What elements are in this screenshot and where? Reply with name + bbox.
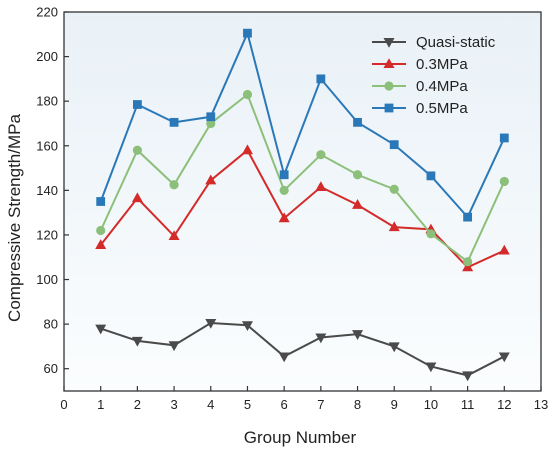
plot-frame: [63, 11, 542, 392]
legend-label: 0.3MPa: [416, 56, 468, 73]
legend-label: 0.5MPa: [416, 100, 468, 117]
data-point: [278, 212, 290, 223]
data-point: [316, 150, 326, 160]
x-tick-label: 8: [354, 397, 361, 412]
legend-item: 0.4MPa: [372, 78, 468, 95]
data-point: [426, 229, 436, 239]
y-axis-title: Compressive Strength/MPa: [5, 114, 24, 322]
legend-marker: [383, 38, 395, 48]
legend-label: 0.4MPa: [416, 78, 468, 95]
legend-item: 0.3MPa: [372, 56, 468, 73]
x-axis-title: Group Number: [244, 428, 357, 447]
data-point: [132, 100, 142, 109]
data-point: [425, 362, 437, 373]
y-tick-label: 180: [36, 94, 58, 109]
data-point: [241, 321, 253, 332]
data-point: [242, 89, 253, 100]
data-point: [498, 244, 510, 255]
data-point: [499, 133, 509, 143]
series-line: [99, 148, 505, 269]
data-point: [96, 225, 106, 236]
data-point: [241, 144, 253, 155]
data-point: [353, 117, 362, 127]
x-tick-label: 10: [424, 397, 438, 412]
data-point: [278, 352, 290, 363]
legend-label: Quasi-static: [416, 34, 496, 51]
data-point: [279, 170, 289, 180]
data-point: [279, 185, 289, 195]
y-tick-label: 80: [44, 317, 58, 332]
data-point: [169, 117, 179, 127]
data-point: [168, 230, 180, 241]
y-tick-label: 140: [36, 183, 58, 198]
data-point: [462, 371, 474, 382]
data-point: [131, 192, 143, 203]
data-point: [426, 171, 436, 181]
series-line: [99, 92, 506, 264]
y-tick-label: 220: [36, 5, 58, 20]
series-line: [99, 30, 506, 219]
legend-item: Quasi-static: [372, 34, 496, 51]
series-quasi-static: [95, 319, 510, 382]
legend-item: 0.5MPa: [372, 100, 468, 117]
data-point: [499, 176, 509, 187]
data-point: [462, 261, 474, 272]
legend-marker: [383, 58, 395, 68]
x-tick-label: 3: [170, 397, 177, 412]
data-point: [132, 145, 142, 155]
x-tick-label: 2: [134, 397, 141, 412]
data-point: [352, 170, 363, 180]
x-tick-label: 9: [391, 397, 398, 412]
legend-marker: [384, 81, 394, 91]
y-tick-label: 60: [44, 361, 58, 376]
data-point: [131, 336, 143, 347]
x-tick-label: 7: [317, 397, 324, 412]
data-point: [95, 324, 107, 335]
data-point: [206, 112, 216, 122]
data-point: [316, 74, 326, 84]
y-tick-label: 120: [36, 227, 58, 242]
x-tick-label: 6: [281, 397, 288, 412]
data-point: [169, 180, 179, 190]
data-point: [315, 181, 327, 192]
data-point: [463, 257, 473, 267]
data-point: [498, 352, 510, 363]
x-tick-label: 1: [97, 397, 104, 412]
data-point: [463, 212, 473, 222]
data-point: [389, 184, 399, 194]
x-tick-label: 13: [534, 397, 548, 412]
legend-marker: [384, 103, 394, 113]
data-point: [168, 341, 180, 352]
data-point: [388, 221, 400, 232]
x-tick-label: 4: [207, 397, 214, 412]
y-tick-label: 160: [36, 138, 58, 153]
data-point: [388, 342, 400, 353]
y-tick-label: 100: [36, 272, 58, 287]
data-point: [205, 174, 217, 185]
series-0-3mpa: [95, 144, 510, 272]
data-point: [95, 239, 107, 249]
y-tick-label: 200: [36, 49, 58, 64]
x-tick-label: 11: [461, 397, 475, 412]
data-point: [243, 28, 252, 38]
series-0-5mpa: [96, 28, 509, 222]
legend: Quasi-static 0.3MPa 0.4MPa 0.5MPa: [372, 34, 496, 117]
data-point: [205, 319, 217, 329]
data-point: [389, 140, 399, 150]
data-point: [315, 333, 327, 344]
series-line: [100, 321, 505, 377]
data-point: [352, 199, 364, 209]
x-tick-label: 5: [244, 397, 251, 412]
x-tick-label: 12: [497, 397, 511, 412]
data-point: [96, 197, 106, 206]
x-tick-label: 0: [60, 397, 67, 412]
data-point: [352, 330, 364, 340]
series-0-4mpa: [96, 89, 509, 267]
